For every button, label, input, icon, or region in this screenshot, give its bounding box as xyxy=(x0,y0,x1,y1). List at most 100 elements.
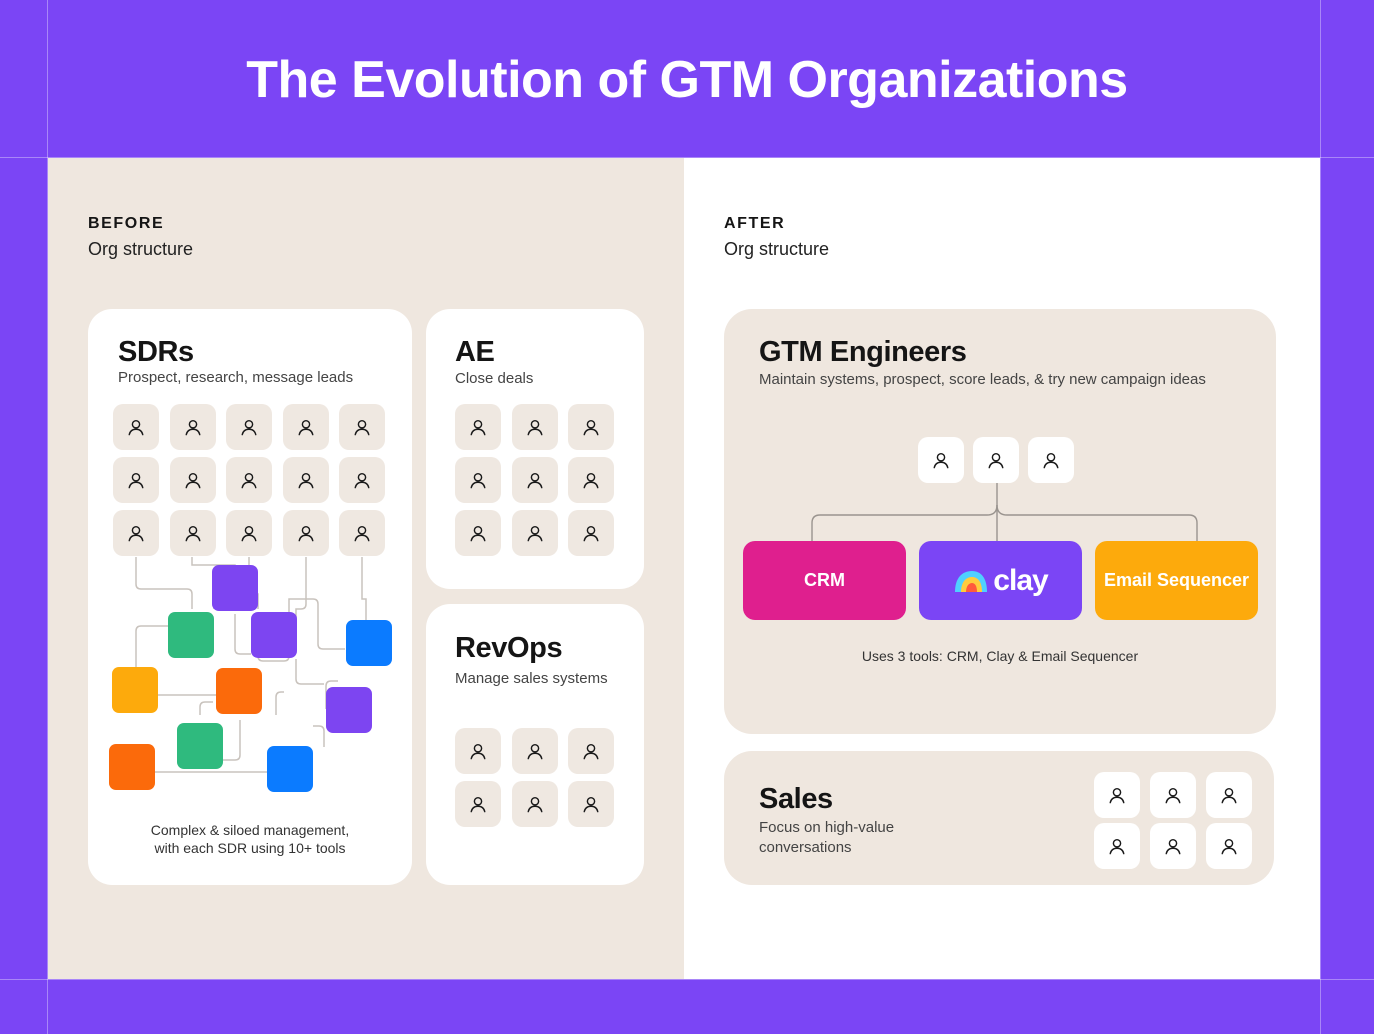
sdr-people-grid xyxy=(113,404,385,556)
person-icon xyxy=(527,525,542,542)
person-icon xyxy=(298,525,313,542)
sdrs-caption: Complex & siloed management, with each S… xyxy=(88,821,412,857)
clay-tool-tile: clay xyxy=(919,541,1082,620)
connector-line xyxy=(135,625,168,667)
tool-tangle-diagram xyxy=(109,557,392,792)
connector-line xyxy=(199,701,213,715)
person-icon xyxy=(1221,787,1237,804)
person-chip xyxy=(568,728,614,774)
guide-line xyxy=(0,979,1374,980)
person-icon xyxy=(354,472,370,489)
person-icon xyxy=(128,525,144,542)
person-chip xyxy=(1094,772,1140,818)
person-chip xyxy=(918,437,964,483)
person-icon xyxy=(470,743,486,760)
gtm-desc: Maintain systems, prospect, score leads,… xyxy=(759,371,1206,388)
person-chip xyxy=(169,404,216,450)
person-icon xyxy=(1043,452,1059,469)
person-icon xyxy=(354,525,370,542)
person-icon xyxy=(1221,838,1237,855)
email-sequencer-label: Email Sequencer xyxy=(1103,570,1250,590)
person-icon xyxy=(298,419,313,436)
person-icon xyxy=(933,452,949,469)
tool-tile xyxy=(177,723,223,769)
connector-line xyxy=(234,614,251,655)
person-icon xyxy=(241,419,257,436)
person-chip xyxy=(1206,823,1252,869)
person-chip xyxy=(568,781,614,827)
person-chip xyxy=(226,510,272,556)
sales-desc-line1: Focus on high-value xyxy=(759,819,895,836)
person-icon xyxy=(583,743,599,760)
person-chip xyxy=(1150,823,1196,869)
person-chip xyxy=(169,510,216,556)
tool-tile xyxy=(112,667,158,713)
person-chip xyxy=(1028,437,1074,483)
revops-title: RevOps xyxy=(455,632,563,664)
sdrs-title: SDRs xyxy=(118,336,194,368)
gtm-title: GTM Engineers xyxy=(759,336,967,368)
sales-people-grid xyxy=(1094,772,1252,869)
ae-card: AE Close deals xyxy=(426,309,644,589)
connector-crm xyxy=(811,483,998,541)
person-chip xyxy=(511,781,558,827)
person-chip xyxy=(226,404,272,450)
person-icon xyxy=(1165,787,1181,804)
person-chip xyxy=(568,457,614,503)
person-chip xyxy=(339,457,385,503)
person-icon xyxy=(527,472,542,489)
sdrs-caption-line1: Complex & siloed management, xyxy=(150,822,350,838)
person-icon xyxy=(128,472,144,489)
clay-label: clay xyxy=(993,563,1048,597)
person-icon xyxy=(1165,838,1181,855)
person-chip xyxy=(455,728,501,774)
person-chip xyxy=(455,781,501,827)
gtm-caption: Uses 3 tools: CRM, Clay & Email Sequence… xyxy=(861,648,1139,664)
person-icon xyxy=(1109,787,1125,804)
after-panel: AFTER Org structure GTM Engineers Mainta… xyxy=(684,158,1320,979)
person-icon xyxy=(470,472,486,489)
person-icon xyxy=(583,419,599,436)
tool-tile xyxy=(216,668,262,714)
person-icon xyxy=(128,419,144,436)
ae-title: AE xyxy=(455,336,495,368)
person-icon xyxy=(185,472,200,489)
guide-line xyxy=(0,157,1374,158)
person-chip xyxy=(511,510,558,556)
before-label: BEFORE xyxy=(88,215,165,232)
crm-label: CRM xyxy=(804,570,845,590)
person-chip xyxy=(568,404,614,450)
person-icon xyxy=(527,419,542,436)
gtm-engineers-card: GTM Engineers Maintain systems, prospect… xyxy=(724,309,1276,734)
person-chip xyxy=(455,510,501,556)
sdrs-caption-line2: with each SDR using 10+ tools xyxy=(154,840,346,857)
revops-people-grid xyxy=(455,728,614,827)
person-chip xyxy=(973,437,1019,483)
after-subtitle: Org structure xyxy=(724,239,830,259)
person-icon xyxy=(988,452,1004,469)
tool-tile xyxy=(326,687,372,733)
person-chip xyxy=(282,404,329,450)
connector-line xyxy=(313,725,325,747)
sales-card: Sales Focus on high-value conversations xyxy=(724,751,1274,885)
person-icon xyxy=(470,525,486,542)
person-icon xyxy=(470,419,486,436)
sdrs-desc: Prospect, research, message leads xyxy=(118,369,354,386)
person-chip xyxy=(169,457,216,503)
person-chip xyxy=(511,728,558,774)
guide-line xyxy=(1320,0,1321,1034)
person-icon xyxy=(241,472,257,489)
person-chip xyxy=(282,457,329,503)
guide-line xyxy=(47,0,48,1034)
person-icon xyxy=(470,796,486,813)
person-icon xyxy=(298,472,313,489)
person-chip xyxy=(455,404,501,450)
person-chip xyxy=(455,457,501,503)
person-chip xyxy=(1150,772,1196,818)
person-chip xyxy=(113,457,159,503)
person-icon xyxy=(527,743,542,760)
connector-line xyxy=(135,557,193,609)
person-icon xyxy=(185,419,200,436)
person-icon xyxy=(241,525,257,542)
after-label: AFTER xyxy=(724,215,786,232)
